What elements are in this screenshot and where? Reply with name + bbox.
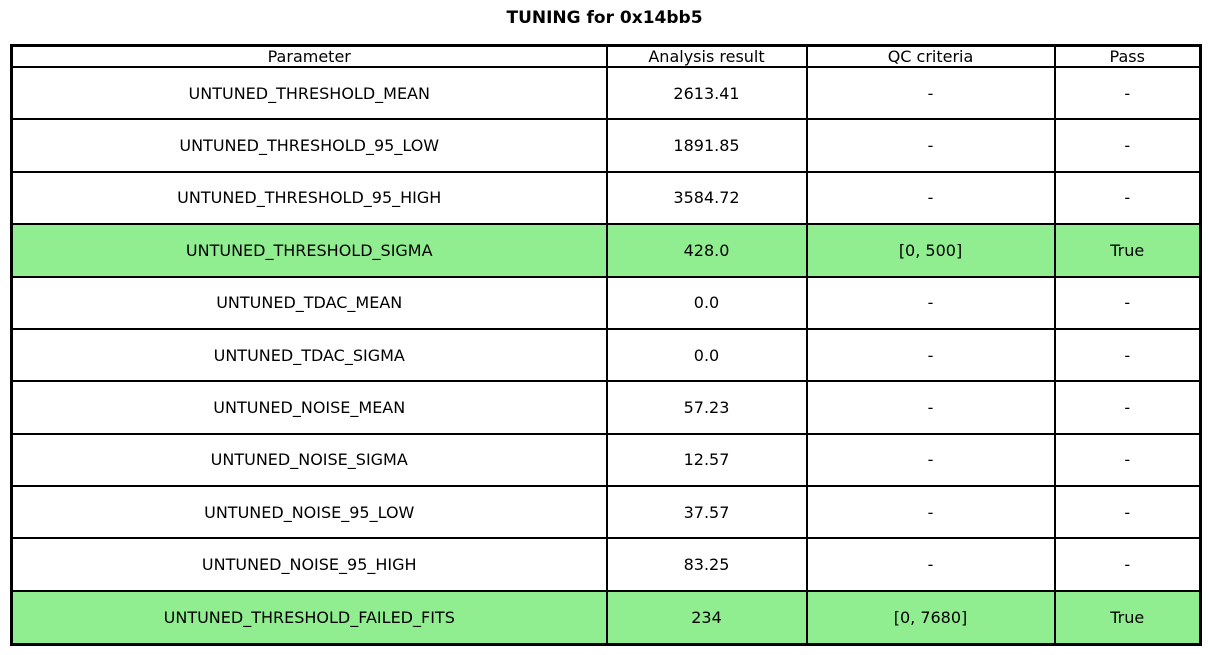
table-row: UNTUNED_NOISE_95_LOW 37.57- - [10, 484, 1202, 540]
column-header-qc-criteria: QC criteria [805, 44, 1056, 68]
cell-parameter: UNTUNED_THRESHOLD_FAILED_FITS [10, 589, 608, 646]
cell-parameter: UNTUNED_NOISE_MEAN [10, 380, 608, 435]
cell-analysis-result: 428.0 [605, 223, 808, 278]
qc-results-table: Parameter Analysis result QC criteria Pa… [10, 44, 1202, 646]
cell-analysis-result: 3584.72 [605, 170, 808, 226]
column-header-pass: Pass [1053, 44, 1202, 68]
cell-qc-criteria: - [805, 275, 1056, 330]
cell-parameter: UNTUNED_THRESHOLD_SIGMA [10, 223, 608, 278]
cell-qc-criteria: - [805, 65, 1056, 121]
column-header-parameter: Parameter [10, 44, 608, 68]
cell-qc-criteria: - [805, 380, 1056, 435]
cell-parameter: UNTUNED_THRESHOLD_95_HIGH [10, 170, 608, 226]
cell-analysis-result: 2613.41 [605, 65, 808, 121]
cell-pass: - [1053, 118, 1202, 173]
cell-parameter: UNTUNED_TDAC_MEAN [10, 275, 608, 330]
table-row: UNTUNED_NOISE_95_HIGH 83.25- - [10, 537, 1202, 592]
cell-qc-criteria: - [805, 327, 1056, 383]
table-row: UNTUNED_NOISE_SIGMA 12.57- - [10, 432, 1202, 488]
table-row: UNTUNED_THRESHOLD_FAILED_FITS 234 [0, 7680… [10, 589, 1202, 646]
cell-analysis-result: 234 [605, 589, 808, 646]
cell-parameter: UNTUNED_NOISE_SIGMA [10, 432, 608, 488]
table-row: UNTUNED_THRESHOLD_SIGMA 428.0 [0, 500] True [10, 223, 1202, 278]
table-row: UNTUNED_TDAC_SIGMA 0.0- - [10, 327, 1202, 383]
cell-analysis-result: 0.0 [605, 275, 808, 330]
cell-analysis-result: 57.23 [605, 380, 808, 435]
cell-qc-criteria: - [805, 537, 1056, 592]
table-header-row: Parameter Analysis result QC criteria Pa… [10, 44, 1202, 68]
cell-parameter: UNTUNED_NOISE_95_HIGH [10, 537, 608, 592]
column-header-analysis-result: Analysis result [605, 44, 808, 68]
table-row: UNTUNED_THRESHOLD_MEAN 2613.41- - [10, 65, 1202, 121]
cell-pass: True [1053, 223, 1202, 278]
cell-qc-criteria: [0, 500] [805, 223, 1056, 278]
cell-pass: - [1053, 380, 1202, 435]
cell-qc-criteria: - [805, 170, 1056, 226]
cell-pass: - [1053, 537, 1202, 592]
table-row: UNTUNED_THRESHOLD_95_LOW 1891.85- - [10, 118, 1202, 173]
cell-qc-criteria: [0, 7680] [805, 589, 1056, 646]
cell-qc-criteria: - [805, 118, 1056, 173]
cell-analysis-result: 0.0 [605, 327, 808, 383]
cell-parameter: UNTUNED_THRESHOLD_95_LOW [10, 118, 608, 173]
table-row: UNTUNED_TDAC_MEAN 0.0- - [10, 275, 1202, 330]
table-row: UNTUNED_NOISE_MEAN 57.23- - [10, 380, 1202, 435]
cell-analysis-result: 37.57 [605, 484, 808, 540]
cell-analysis-result: 12.57 [605, 432, 808, 488]
cell-pass: - [1053, 170, 1202, 226]
table-row: UNTUNED_THRESHOLD_95_HIGH 3584.72- - [10, 170, 1202, 226]
cell-parameter: UNTUNED_NOISE_95_LOW [10, 484, 608, 540]
cell-pass: True [1053, 589, 1202, 646]
chart-title: TUNING for 0x14bb5 [506, 8, 703, 28]
cell-qc-criteria: - [805, 432, 1056, 488]
cell-parameter: UNTUNED_TDAC_SIGMA [10, 327, 608, 383]
cell-qc-criteria: - [805, 484, 1056, 540]
cell-analysis-result: 83.25 [605, 537, 808, 592]
cell-pass: - [1053, 432, 1202, 488]
cell-parameter: UNTUNED_THRESHOLD_MEAN [10, 65, 608, 121]
cell-analysis-result: 1891.85 [605, 118, 808, 173]
table-body: UNTUNED_THRESHOLD_MEAN 2613.41- - UNTUNED_T… [10, 65, 1202, 646]
cell-pass: - [1053, 65, 1202, 121]
cell-pass: - [1053, 484, 1202, 540]
cell-pass: - [1053, 327, 1202, 383]
cell-pass: - [1053, 275, 1202, 330]
